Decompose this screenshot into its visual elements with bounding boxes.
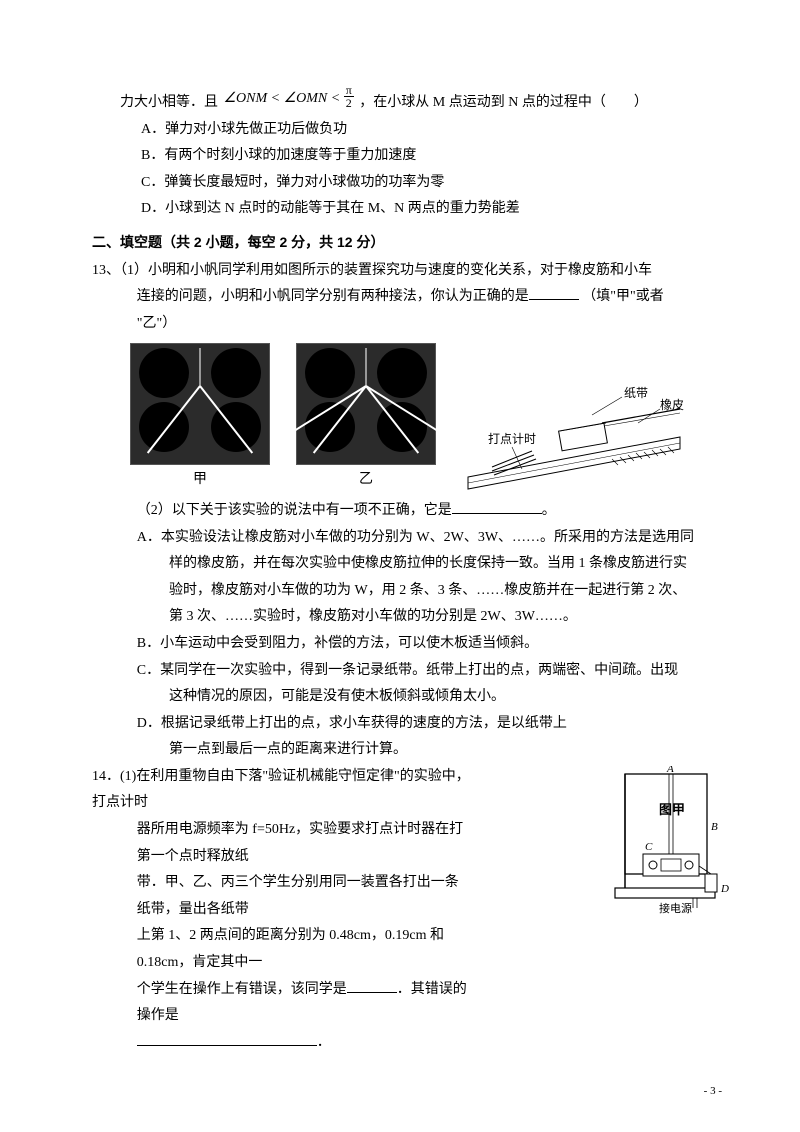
- q14-l6: ．: [92, 1030, 472, 1057]
- q12-line1: 力大小相等．且 ∠ONM < ∠OMN < π2 ，在小球从 M 点运动到 N …: [92, 90, 725, 117]
- q12-optA: A．弹力对小球先做正功后做负功: [92, 117, 725, 144]
- q13-figures: 甲 乙 纸带 橡皮: [130, 343, 725, 494]
- q14-figure: A B C D 图甲 接电源: [597, 766, 737, 916]
- q14-l6t: ．: [317, 1035, 331, 1050]
- q14-l5a: 个学生在操作上有错误，该同学是: [137, 982, 347, 997]
- q13-A1: A．本实验设法让橡皮筋对小车做的功分别为 W、2W、3W、……。所采用的方法是选…: [92, 525, 725, 552]
- lbl-rubber: 橡皮: [660, 398, 684, 412]
- q13: 13、（1）小明和小帆同学利用如图所示的装置探究功与速度的变化关系，对于橡皮筋和…: [92, 258, 725, 764]
- q12-optC: C．弹簧长度最短时，弹力对小球做功的功率为零: [92, 170, 725, 197]
- q14-l5: 个学生在操作上有错误，该同学是．其错误的操作是: [92, 977, 472, 1030]
- cap-yi: 乙: [359, 467, 373, 494]
- q13-p2s: 。: [542, 503, 556, 518]
- q14-l4: 上第 1、2 两点间的距离分别为 0.48cm，0.19cm 和 0.18cm，…: [92, 923, 472, 976]
- q14-l3: 带．甲、乙、丙三个学生分别用同一装置各打出一条纸带，量出各纸带: [92, 870, 472, 923]
- q12-formula: ∠ONM < ∠OMN < π2: [224, 91, 358, 106]
- q13-p1b: 连接的问题，小明和小帆同学分别有两种接法，你认为正确的是: [137, 289, 529, 304]
- lbl-B: B: [711, 821, 718, 833]
- q13-B1: B．小车运动中会受到阻力，补偿的方法，可以使木板适当倾斜。: [92, 631, 725, 658]
- blank-2: [452, 499, 542, 514]
- q14-l2: 器所用电源频率为 f=50Hz，实验要求打点计时器在打第一个点时释放纸: [92, 817, 472, 870]
- q13-A4: 第 3 次、……实验时，橡皮筋对小车做的功分别是 2W、3W……。: [92, 604, 725, 631]
- lbl-figjia: 图甲: [659, 802, 685, 817]
- q12-formula-left: ∠ONM < ∠OMN <: [224, 91, 341, 106]
- q13-p2-line: （2）以下关于该实验的说法中有一项不正确，它是 。: [92, 498, 725, 525]
- q13-p2: （2）以下关于该实验的说法中有一项不正确，它是: [137, 503, 452, 518]
- q13-C1: C．某同学在一次实验中，得到一条记录纸带。纸带上打出的点，两端密、中间疏。出现: [92, 658, 725, 685]
- fig-track: 纸带 橡皮 打点计时: [462, 379, 687, 494]
- q12-optD: D．小球到达 N 点时的动能等于其在 M、N 两点的重力势能差: [92, 196, 725, 223]
- q14-l1: 14．(1)在利用重物自由下落"验证机械能守恒定律"的实验中，打点计时: [92, 764, 472, 817]
- q12-prefix: 力大小相等．且: [120, 95, 218, 110]
- q12-optB: B．有两个时刻小球的加速度等于重力加速度: [92, 143, 725, 170]
- lbl-A: A: [666, 766, 674, 775]
- blank-3: [347, 977, 397, 992]
- q14: 14．(1)在利用重物自由下落"验证机械能守恒定律"的实验中，打点计时 器所用电…: [92, 764, 725, 1057]
- q13-p1c: （填"甲"或者: [582, 289, 663, 304]
- blank-4: [137, 1030, 317, 1045]
- q13-p1a: 13、（1）小明和小帆同学利用如图所示的装置探究功与速度的变化关系，对于橡皮筋和…: [92, 258, 725, 285]
- q12-suffix: ，在小球从 M 点运动到 N 点的过程中（ ）: [359, 95, 648, 110]
- q12-continuation: 力大小相等．且 ∠ONM < ∠OMN < π2 ，在小球从 M 点运动到 N …: [92, 90, 725, 223]
- lbl-timer: 打点计时: [488, 432, 536, 446]
- q13-D2: 第一点到最后一点的距离来进行计算。: [92, 737, 725, 764]
- page-number: - 3 -: [704, 1081, 722, 1102]
- lbl-D: D: [720, 883, 729, 895]
- fig-yi: 乙: [296, 343, 436, 494]
- q14-text-block: 14．(1)在利用重物自由下落"验证机械能守恒定律"的实验中，打点计时 器所用电…: [92, 764, 472, 1057]
- frac-den: 2: [344, 97, 354, 109]
- q13-p1d: "乙"）: [92, 311, 725, 338]
- blank-1: [529, 285, 579, 300]
- lbl-tape: 纸带: [624, 386, 648, 400]
- q13-C2: 这种情况的原因，可能是没有使木板倾斜或倾角太小。: [92, 684, 725, 711]
- photo-jia: [130, 343, 270, 465]
- photo-yi: [296, 343, 436, 465]
- q13-A3: 验时，橡皮筋对小车做的功为 W，用 2 条、3 条、……橡皮筋并在一起进行第 2…: [92, 578, 725, 605]
- cap-jia: 甲: [193, 467, 207, 494]
- q13-A2: 样的橡皮筋，并在每次实验中使橡皮筋拉伸的长度保持一致。当用 1 条橡皮筋进行实: [92, 551, 725, 578]
- lbl-C: C: [645, 841, 653, 853]
- track-diagram: 纸带 橡皮 打点计时: [462, 379, 687, 494]
- fig-jia: 甲: [130, 343, 270, 494]
- q13-p1b-line: 连接的问题，小明和小帆同学分别有两种接法，你认为正确的是 （填"甲"或者: [92, 284, 725, 311]
- section-2-header: 二、填空题（共 2 小题，每空 2 分，共 12 分）: [92, 229, 725, 256]
- lbl-power: 接电源: [659, 901, 692, 915]
- q12-frac: π2: [344, 84, 354, 109]
- q13-D1: D．根据记录纸带上打出的点，求小车获得的速度的方法，是以纸带上: [92, 711, 725, 738]
